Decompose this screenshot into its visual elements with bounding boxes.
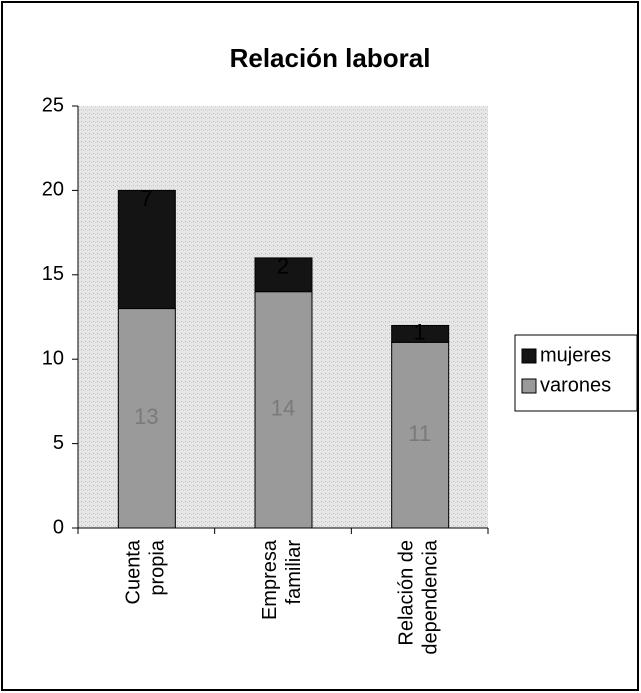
legend-label: varones	[540, 374, 611, 396]
x-tick-label: Cuenta propia	[123, 539, 169, 604]
bar-segment	[391, 341, 450, 529]
y-tick-label: 0	[53, 516, 64, 538]
data-label: 13	[134, 404, 158, 429]
y-tick-label: 20	[42, 179, 64, 201]
y-tick-label: 10	[42, 347, 64, 369]
data-label: 11	[408, 421, 431, 446]
y-tick-label: 5	[53, 432, 64, 454]
data-label: 2	[277, 254, 289, 279]
legend-box	[514, 334, 638, 412]
data-label: 14	[271, 396, 295, 421]
legend-swatch	[521, 378, 537, 394]
data-label: 1	[414, 320, 426, 345]
bar-segment	[117, 189, 176, 310]
legend-label: mujeres	[540, 344, 611, 366]
bar-segment	[117, 308, 176, 529]
bar-segment	[391, 324, 450, 343]
bar-segment	[254, 291, 313, 529]
data-label: 7	[140, 186, 152, 211]
legend-swatch	[521, 348, 537, 364]
bar-segment	[254, 257, 313, 293]
chart-title: Relación laboral	[230, 43, 431, 73]
y-tick-label: 15	[42, 263, 64, 285]
x-tick-label: Empresa familiar	[259, 539, 305, 620]
x-tick-label: Relación de dependencia	[396, 539, 442, 654]
y-tick-label: 25	[42, 94, 64, 116]
